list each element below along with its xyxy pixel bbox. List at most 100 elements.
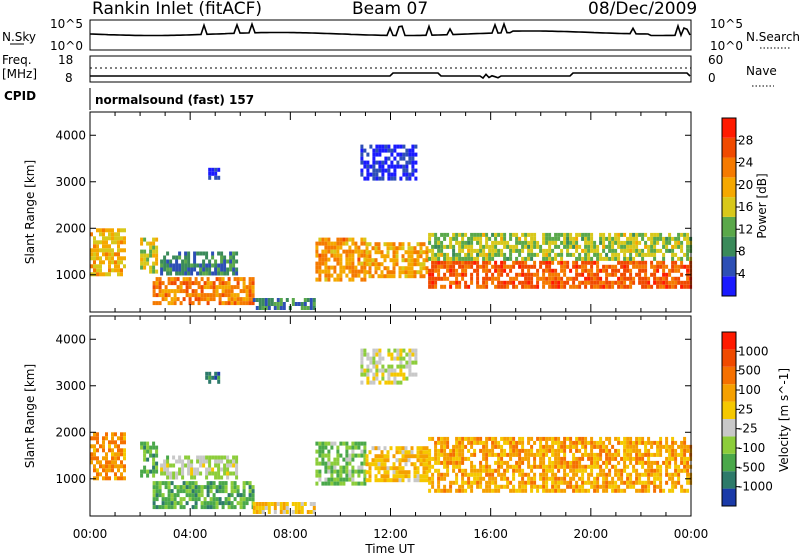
velocity-cell	[393, 376, 397, 381]
velocity-cell	[575, 488, 579, 493]
power-cell	[665, 248, 669, 253]
power-cell	[497, 252, 501, 257]
power-cell	[569, 268, 573, 273]
velocity-cell	[668, 460, 672, 465]
velocity-cell	[182, 489, 186, 494]
velocity-cell	[354, 481, 358, 486]
velocity-cell	[572, 488, 576, 493]
velocity-cell	[209, 505, 213, 510]
velocity-cell	[390, 372, 394, 377]
velocity-cell	[545, 468, 549, 473]
power-cell	[93, 236, 96, 241]
power-cell	[327, 265, 331, 270]
velocity-cell	[656, 452, 660, 457]
velocity-cell	[650, 460, 654, 465]
velocity-cell	[155, 485, 159, 490]
power-cell	[345, 249, 349, 254]
velocity-cell	[608, 480, 612, 485]
power-cell	[318, 261, 322, 266]
power-cell	[167, 293, 171, 298]
velocity-cell	[506, 464, 510, 469]
velocity-cell	[497, 452, 501, 457]
power-cell	[587, 280, 591, 285]
power-cell	[261, 306, 265, 310]
power-cell	[446, 232, 450, 237]
power-cell	[315, 249, 319, 254]
power-cell	[205, 271, 209, 276]
power-cell	[387, 164, 391, 169]
velocity-cell	[285, 506, 289, 510]
velocity-cell	[566, 464, 570, 469]
power-cell	[202, 251, 206, 256]
power-cell	[467, 240, 471, 245]
velocity-cell	[327, 461, 331, 466]
power-cell	[217, 251, 221, 256]
power-cell	[512, 280, 516, 285]
velocity-cell	[309, 510, 313, 514]
power-cell	[473, 268, 477, 273]
power-cell	[464, 252, 468, 257]
power-cell	[530, 280, 534, 285]
power-cell	[545, 248, 549, 253]
velocity-cell	[608, 440, 612, 445]
velocity-cell	[479, 440, 483, 445]
power-cell	[503, 232, 507, 237]
velocity-cell	[398, 470, 402, 475]
velocity-cell	[434, 456, 438, 461]
velocity-cell	[569, 448, 573, 453]
power-cell	[220, 271, 224, 276]
power-cell	[572, 276, 576, 281]
power-cell	[172, 263, 176, 268]
velocity-cell	[160, 463, 164, 468]
velocity-cell	[458, 460, 462, 465]
power-cell	[392, 250, 396, 255]
velocity-cell	[461, 448, 465, 453]
velocity-cell	[161, 493, 165, 498]
velocity-cell	[339, 473, 343, 478]
power-cell	[584, 276, 588, 281]
power-cell	[452, 232, 456, 237]
power-cell	[677, 244, 681, 249]
power-cell	[428, 276, 432, 281]
power-cell	[200, 289, 204, 294]
velocity-cell	[96, 472, 99, 477]
power-cell	[434, 260, 438, 265]
velocity-cell	[178, 467, 182, 472]
power-cell	[647, 280, 651, 285]
power-cell	[389, 270, 393, 275]
power-cell	[149, 245, 153, 250]
velocity-cell	[677, 452, 681, 457]
power-cell	[461, 240, 465, 245]
power-cell	[578, 264, 582, 269]
power-cell	[197, 301, 201, 306]
power-cell	[476, 236, 480, 241]
velocity-cell	[217, 455, 221, 460]
velocity-cell	[488, 448, 492, 453]
power-cell	[200, 277, 204, 282]
velocity-cell	[569, 460, 573, 465]
power-cell	[218, 285, 222, 290]
velocity-cell	[512, 436, 516, 441]
power-cell	[614, 236, 618, 241]
velocity-cell	[617, 452, 621, 457]
velocity-cell	[176, 485, 180, 490]
velocity-cell	[656, 460, 660, 465]
power-cell	[300, 302, 304, 306]
power-cell	[324, 253, 328, 258]
velocity-cell	[405, 364, 409, 369]
power-cell	[488, 248, 492, 253]
velocity-cell	[123, 436, 126, 441]
velocity-cell	[548, 476, 552, 481]
velocity-cell	[473, 436, 477, 441]
velocity-cell	[473, 480, 477, 485]
velocity-cell	[407, 478, 411, 483]
velocity-cell	[533, 476, 537, 481]
power-cell	[587, 236, 591, 241]
velocity-cell	[348, 477, 352, 482]
power-cell	[443, 236, 447, 241]
velocity-cell	[327, 481, 331, 486]
velocity-cell	[479, 476, 483, 481]
velocity-cell	[93, 456, 96, 461]
velocity-cell	[212, 493, 216, 498]
